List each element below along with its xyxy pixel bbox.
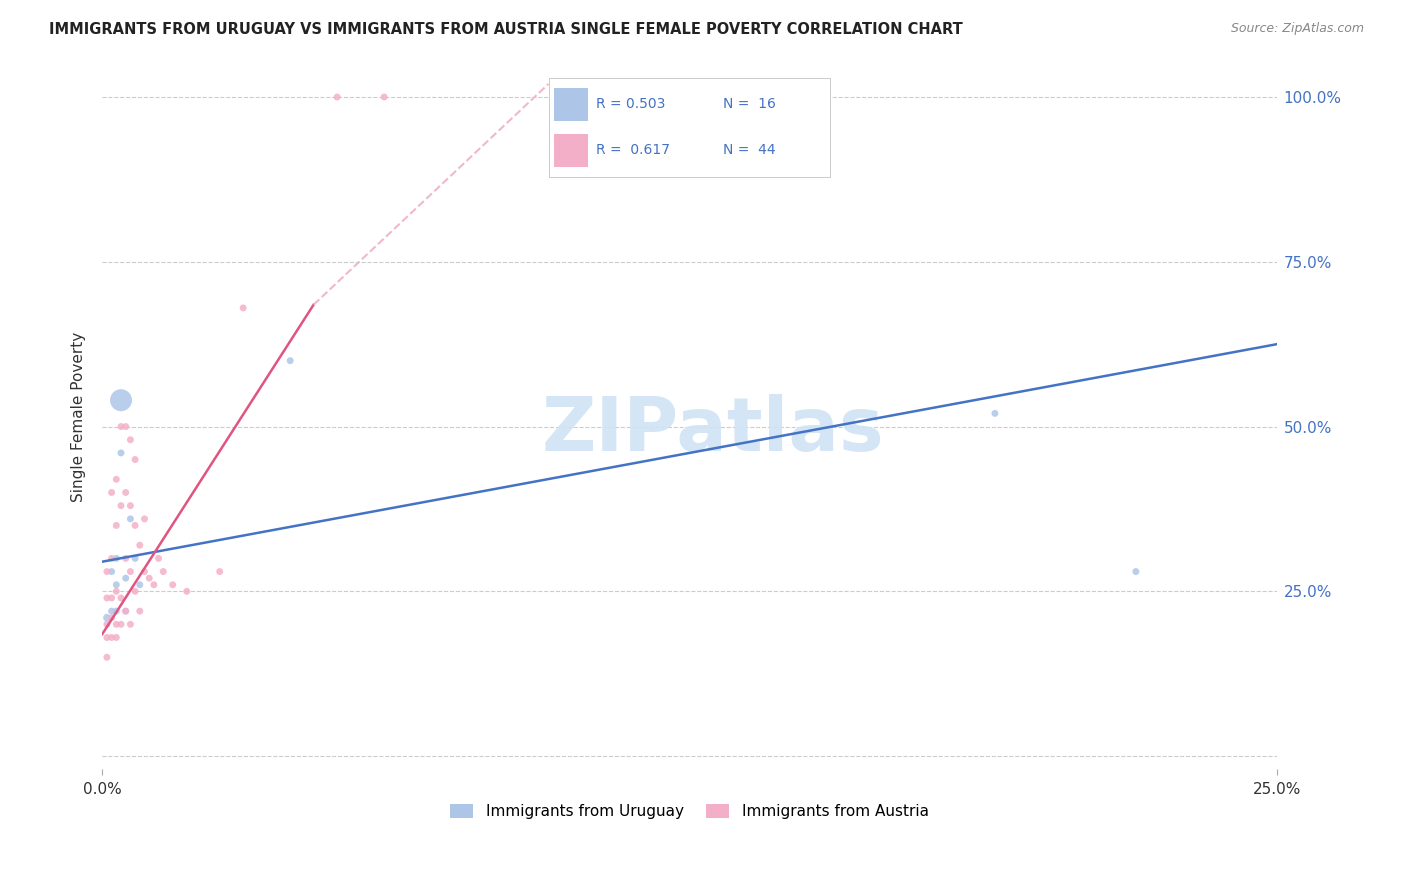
- Point: [105, 631, 128, 645]
- Point: [232, 301, 254, 315]
- Point: [110, 617, 132, 632]
- Point: [120, 617, 142, 632]
- Point: [114, 419, 136, 434]
- Point: [373, 90, 395, 104]
- Point: [128, 578, 150, 592]
- Point: [96, 591, 118, 605]
- Point: [124, 518, 146, 533]
- Point: [105, 578, 128, 592]
- Point: [110, 499, 132, 513]
- Point: [105, 551, 128, 566]
- Point: [142, 578, 165, 592]
- Point: [114, 604, 136, 618]
- Point: [1125, 565, 1147, 579]
- Point: [96, 610, 118, 624]
- Point: [96, 617, 118, 632]
- Y-axis label: Single Female Poverty: Single Female Poverty: [72, 332, 86, 502]
- Point: [152, 565, 174, 579]
- Point: [100, 565, 122, 579]
- Point: [100, 485, 122, 500]
- Point: [278, 353, 301, 368]
- Point: [128, 604, 150, 618]
- Point: [105, 518, 128, 533]
- Point: [124, 584, 146, 599]
- Point: [134, 565, 156, 579]
- Legend: Immigrants from Uruguay, Immigrants from Austria: Immigrants from Uruguay, Immigrants from…: [444, 797, 935, 825]
- Point: [176, 584, 198, 599]
- Point: [100, 604, 122, 618]
- Text: Source: ZipAtlas.com: Source: ZipAtlas.com: [1230, 22, 1364, 36]
- Point: [96, 650, 118, 665]
- Point: [208, 565, 231, 579]
- Point: [162, 578, 184, 592]
- Point: [96, 631, 118, 645]
- Point: [128, 538, 150, 552]
- Point: [105, 472, 128, 486]
- Point: [138, 571, 160, 585]
- Point: [114, 604, 136, 618]
- Text: ZIPatlas: ZIPatlas: [541, 394, 884, 467]
- Point: [984, 406, 1007, 420]
- Point: [110, 393, 132, 408]
- Point: [100, 551, 122, 566]
- Point: [120, 512, 142, 526]
- Point: [134, 512, 156, 526]
- Point: [110, 419, 132, 434]
- Point: [114, 571, 136, 585]
- Text: IMMIGRANTS FROM URUGUAY VS IMMIGRANTS FROM AUSTRIA SINGLE FEMALE POVERTY CORRELA: IMMIGRANTS FROM URUGUAY VS IMMIGRANTS FR…: [49, 22, 963, 37]
- Point: [326, 90, 349, 104]
- Point: [120, 499, 142, 513]
- Point: [110, 591, 132, 605]
- Point: [105, 617, 128, 632]
- Point: [148, 551, 170, 566]
- Point: [114, 485, 136, 500]
- Point: [120, 565, 142, 579]
- Point: [105, 584, 128, 599]
- Point: [100, 610, 122, 624]
- Point: [110, 446, 132, 460]
- Point: [124, 551, 146, 566]
- Point: [124, 452, 146, 467]
- Point: [100, 631, 122, 645]
- Point: [96, 565, 118, 579]
- Point: [114, 551, 136, 566]
- Point: [100, 591, 122, 605]
- Point: [120, 433, 142, 447]
- Point: [105, 604, 128, 618]
